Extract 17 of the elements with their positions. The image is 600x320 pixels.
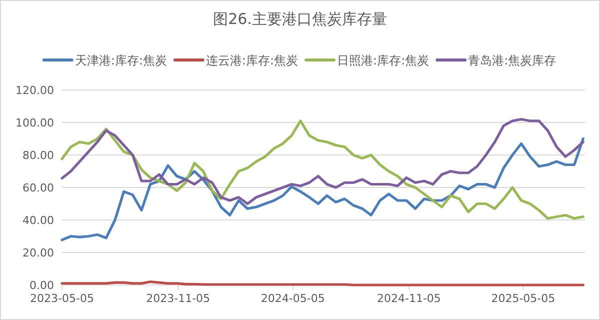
- y-tick-label: 40.00: [22, 214, 54, 227]
- legend-label: 连云港:库存:焦炭: [206, 54, 298, 68]
- y-tick-label: 60.00: [22, 182, 54, 194]
- legend-label: 天津港:库存:焦炭: [74, 54, 167, 68]
- chart-title: 图26.主要港口焦炭库存量: [213, 10, 387, 28]
- y-tick-label: 20.00: [22, 246, 54, 260]
- legend-label: 日照港:库存:焦炭: [337, 54, 430, 68]
- x-tick-label: 2024-11-05: [377, 292, 441, 305]
- legend-label: 青岛港:焦炭库存: [468, 54, 556, 68]
- x-tick-label: 2025-05-05: [491, 292, 556, 305]
- y-tick-label: 100.00: [16, 116, 54, 130]
- y-tick-label: 120.00: [16, 84, 54, 97]
- x-tick-label: 2024-05-05: [260, 292, 325, 305]
- x-tick-label: 2023-05-05: [30, 292, 94, 305]
- x-tick-label: 2023-11-05: [146, 292, 210, 305]
- y-tick-label: 0.00: [30, 279, 54, 292]
- y-tick-label: 80.00: [22, 149, 54, 162]
